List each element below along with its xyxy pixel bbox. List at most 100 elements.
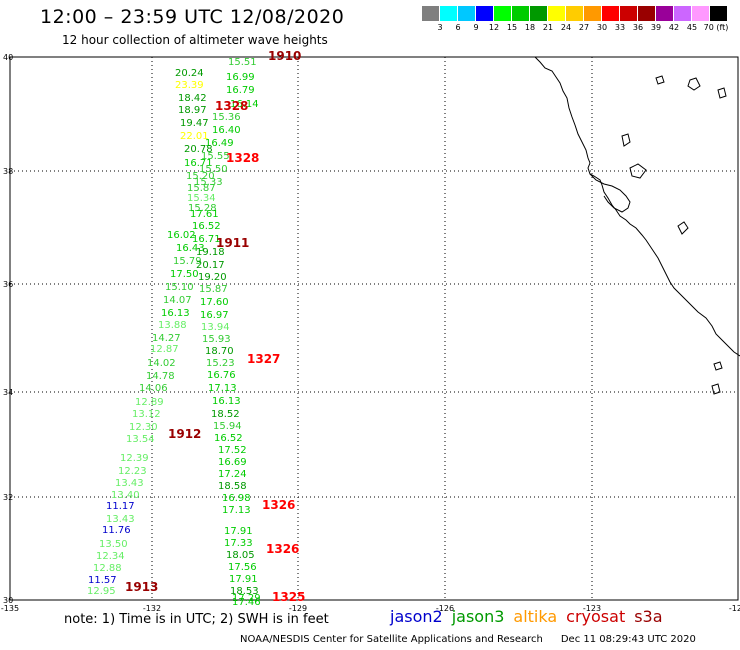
island-6 [713, 361, 723, 371]
swh-value: 18.97 [178, 105, 207, 116]
pass-time-label: 1327 [247, 352, 280, 366]
swh-value: 13.12 [132, 409, 161, 420]
pass-time-label: 1912 [168, 427, 201, 441]
swh-value: 16.52 [214, 433, 243, 444]
swh-value: 16.99 [226, 72, 255, 83]
swh-value: 15.34 [187, 193, 216, 204]
swh-value: 18.53 [230, 586, 259, 597]
swh-value: 12.23 [118, 466, 147, 477]
swh-value: 18.05 [226, 550, 255, 561]
pass-time-label: 1328 [226, 151, 259, 165]
swh-value: 16.49 [205, 138, 234, 149]
swh-value: 15.93 [202, 334, 231, 345]
color-scale-label: 3 [437, 23, 443, 32]
color-scale-label: 36 [632, 23, 644, 32]
satellite-legend-entry: cryosat [566, 607, 626, 626]
pass-time-label: 1910 [268, 49, 301, 63]
credit-text: NOAA/NESDIS Center for Satellite Applica… [240, 634, 543, 645]
longitude-label: -123 [583, 604, 601, 613]
swh-value: 16.71 [184, 158, 213, 169]
swh-value: 16.13 [212, 396, 241, 407]
swh-value: 16.40 [212, 125, 241, 136]
swh-value: 12.88 [93, 563, 122, 574]
latitude-label: 34 [3, 388, 13, 397]
swh-value: 17.50 [170, 269, 199, 280]
swh-value: 14.07 [163, 295, 192, 306]
color-swatch [530, 6, 547, 21]
color-scale-label: 42 [668, 23, 680, 32]
pass-time-label: 1326 [266, 542, 299, 556]
swh-value: 12.89 [135, 397, 164, 408]
swh-value: 15.55 [201, 151, 230, 162]
units-note: note: 1) Time is in UTC; 2) SWH is in fe… [64, 612, 329, 627]
swh-value: 17.56 [228, 562, 257, 573]
swh-value: 14.02 [147, 358, 176, 369]
latitude-label: 40 [3, 53, 13, 62]
swh-value: 17.61 [190, 209, 219, 220]
swh-value: 15.20 [186, 171, 215, 182]
swh-value: 15.33 [194, 177, 223, 188]
swh-value: 18.42 [178, 93, 207, 104]
latitude-label: 32 [3, 493, 13, 502]
color-scale-label: 9 [473, 23, 479, 32]
swh-value: 18.52 [211, 409, 240, 420]
satellite-legend-entry: jason2 [390, 607, 443, 626]
swh-value: 12.34 [96, 551, 125, 562]
axis-labels: -135 -132 -129 -126 -123 -120 40 38 36 34 32 30 [1, 53, 740, 613]
island-5 [677, 221, 689, 235]
credit-line: NOAA/NESDIS Center for Satellite Applica… [240, 634, 696, 645]
swh-value: 17.91 [224, 526, 253, 537]
swh-value: 15.94 [213, 421, 242, 432]
swh-value: 20.78 [184, 144, 213, 155]
swh-value: 15.79 [173, 256, 202, 267]
lat-lon-grid [9, 56, 739, 601]
color-scale-label: 45 [686, 23, 698, 32]
color-swatch [476, 6, 493, 21]
color-scale-label: 18 [524, 23, 536, 32]
latitude-label: 38 [3, 167, 13, 176]
swh-value: 17.46 [232, 597, 261, 608]
color-swatch [674, 6, 691, 21]
color-swatch [494, 6, 511, 21]
swh-value: 16.14 [230, 99, 259, 110]
longitude-label: -132 [143, 604, 161, 613]
color-swatch [512, 6, 529, 21]
swh-value: 20.24 [175, 68, 204, 79]
swh-value: 23.39 [175, 80, 204, 91]
color-scale-label: 21 [542, 23, 554, 32]
swh-value: 15.87 [187, 183, 216, 194]
island-1 [655, 75, 665, 85]
color-swatch [458, 6, 475, 21]
swh-value: 17.60 [200, 297, 229, 308]
swh-value: 20.17 [196, 260, 225, 271]
pass-time-label: 1325 [272, 590, 305, 604]
swh-value: 15.10 [165, 282, 194, 293]
latitude-label: 36 [3, 280, 13, 289]
pass-time-label: 1326 [262, 498, 295, 512]
swh-value: 12.30 [129, 422, 158, 433]
color-scale-label: 39 [650, 23, 662, 32]
swh-value: 19.20 [198, 272, 227, 283]
swh-value: 15.50 [199, 164, 228, 175]
page-title: 12:00 – 23:59 UTC 12/08/2020 [40, 6, 345, 28]
swh-value: 13.88 [158, 320, 187, 331]
color-scale-label: 24 [560, 23, 572, 32]
swh-value: 16.43 [176, 243, 205, 254]
color-swatch [440, 6, 457, 21]
color-swatch [548, 6, 565, 21]
swh-value: 17.33 [224, 538, 253, 549]
swh-value: 13.50 [99, 539, 128, 550]
swh-value: 17.13 [208, 383, 237, 394]
swh-value: 15.23 [206, 358, 235, 369]
satellite-legend: jason2 jason3 altika cryosat s3a [390, 607, 672, 626]
swh-value: 13.94 [201, 322, 230, 333]
swh-value: 18.58 [218, 481, 247, 492]
color-scale-label: 6 [455, 23, 461, 32]
swh-value: 16.71 [192, 234, 221, 245]
coastline-mainland [534, 56, 740, 357]
swh-value: 18.70 [205, 346, 234, 357]
island-2 [687, 77, 701, 91]
swh-value: 16.98 [222, 493, 251, 504]
swh-value: 15.87 [199, 284, 228, 295]
pass-time-label: 1911 [216, 236, 249, 250]
